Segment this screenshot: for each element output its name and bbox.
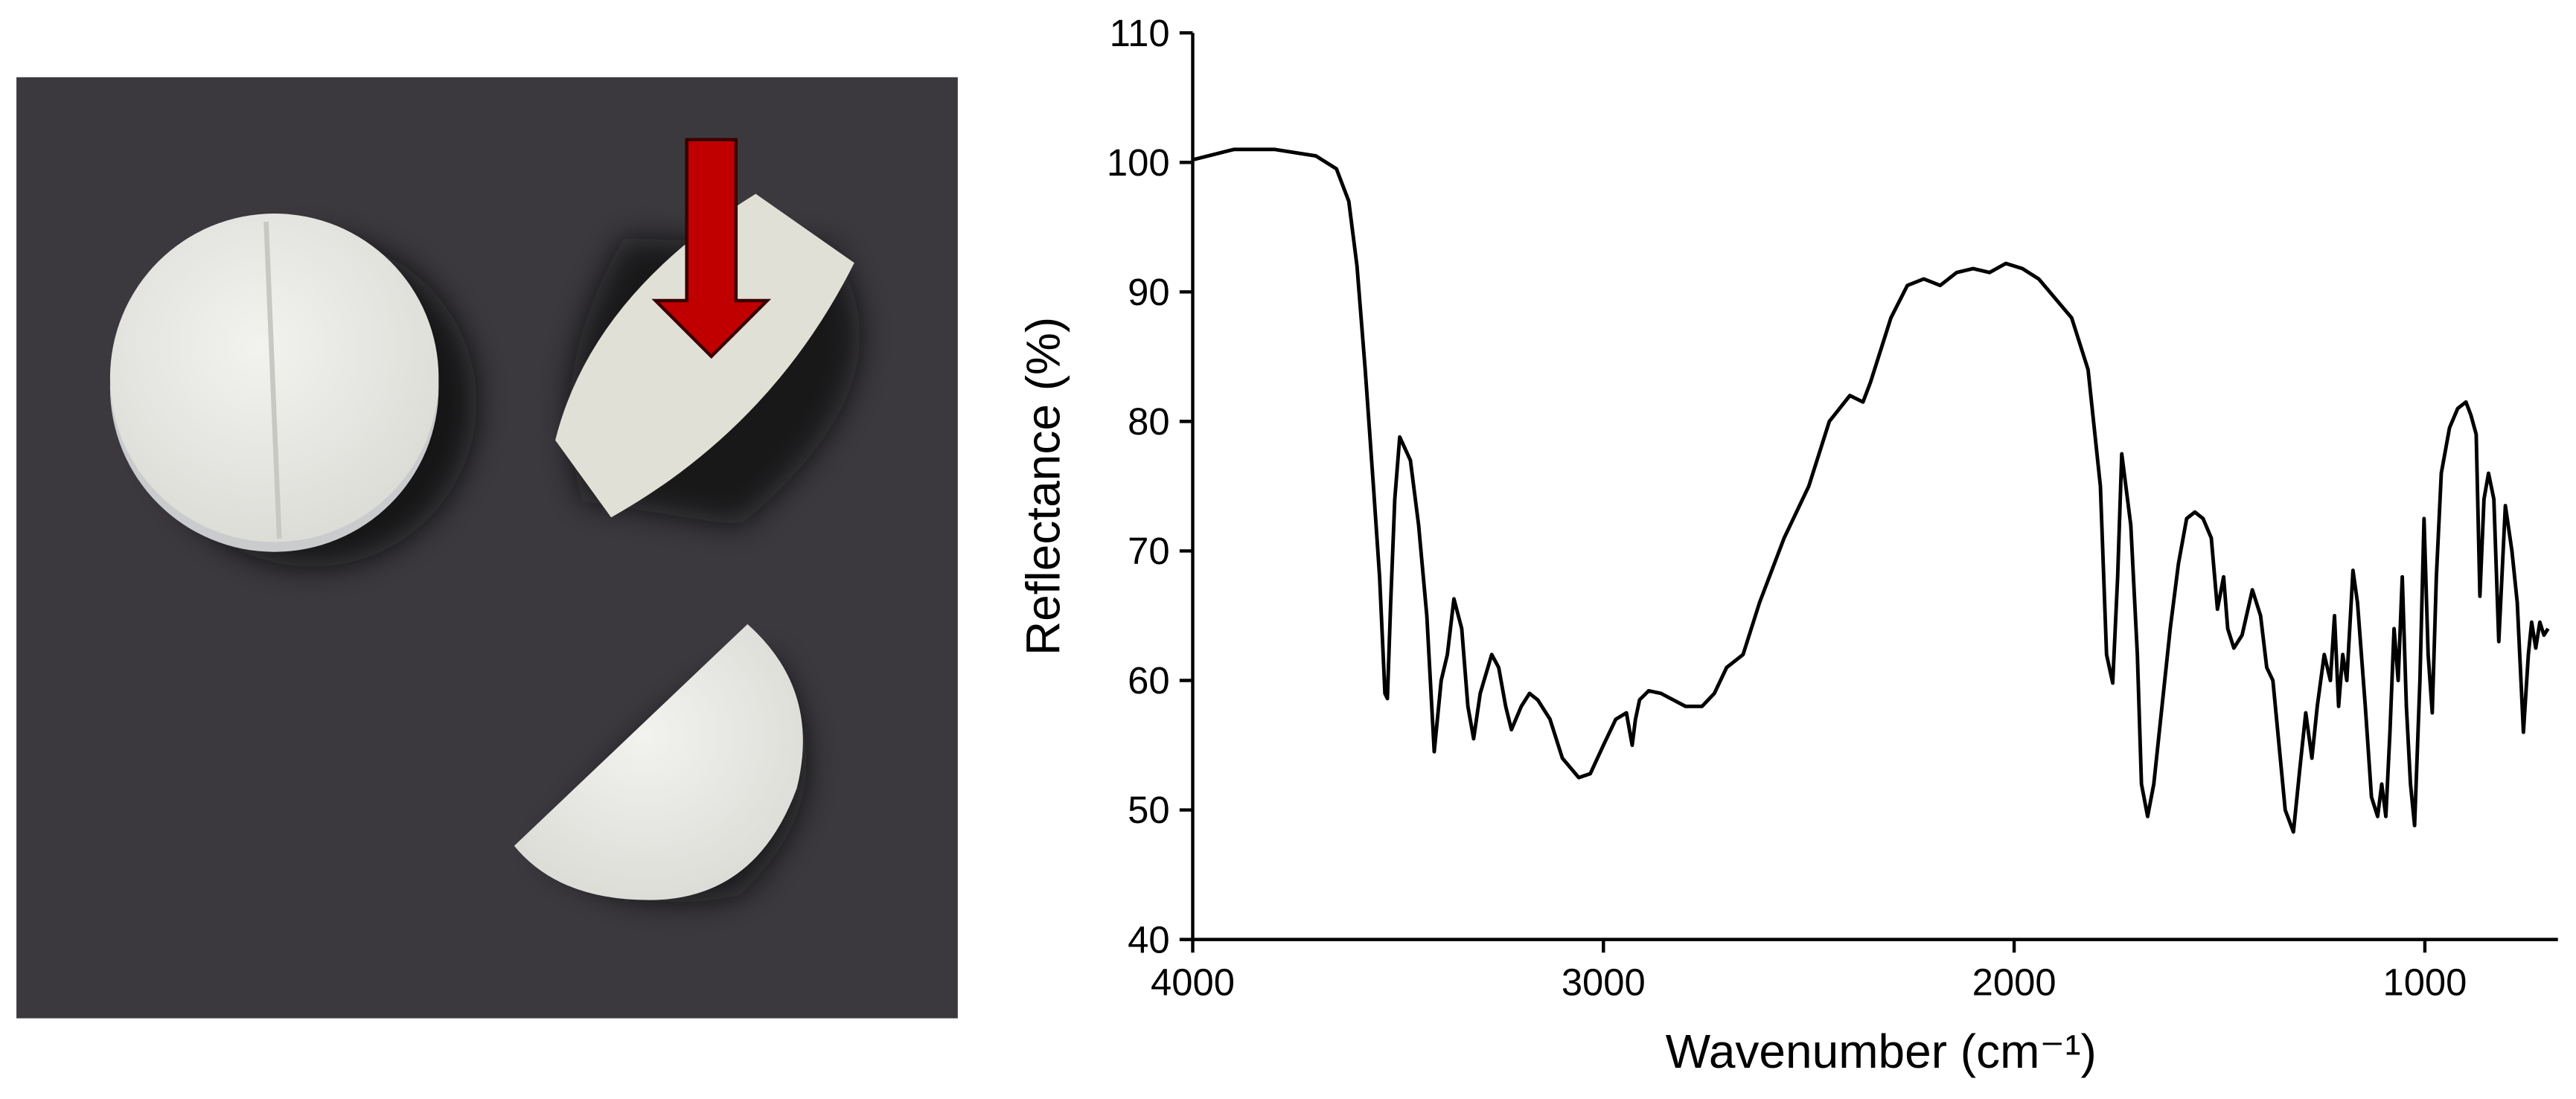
x-tick-label: 2000 [1972, 961, 2056, 1004]
y-tick-label: 40 [1128, 918, 1169, 961]
y-tick-label: 50 [1128, 789, 1169, 831]
y-tick-label: 70 [1128, 530, 1169, 572]
x-tick-label: 3000 [1562, 961, 1646, 1004]
broken-pill [555, 193, 854, 518]
y-tick-label: 110 [1110, 12, 1170, 54]
photo-background [16, 77, 958, 1019]
y-tick-label: 100 [1107, 141, 1170, 184]
arrow [651, 138, 772, 359]
chart: Wavenumber (cm⁻¹) Reflectance (%) 40 50 60… [1017, 12, 2558, 1078]
y-tick-label: 90 [1128, 271, 1169, 313]
x-tick-label: 4000 [1151, 961, 1235, 1004]
y-axis-label: Reflectance (%) [1017, 317, 1070, 656]
pill-score [263, 221, 282, 539]
photo [16, 77, 958, 1019]
y-tick-label: 60 [1128, 659, 1169, 702]
x-tick-label: 1000 [2382, 961, 2467, 1004]
half-pill [514, 624, 803, 900]
y-tick-label: 80 [1128, 400, 1169, 443]
x-axis-label: Wavenumber (cm⁻¹) [1666, 1025, 2097, 1078]
spectrum-line [1192, 147, 2550, 834]
